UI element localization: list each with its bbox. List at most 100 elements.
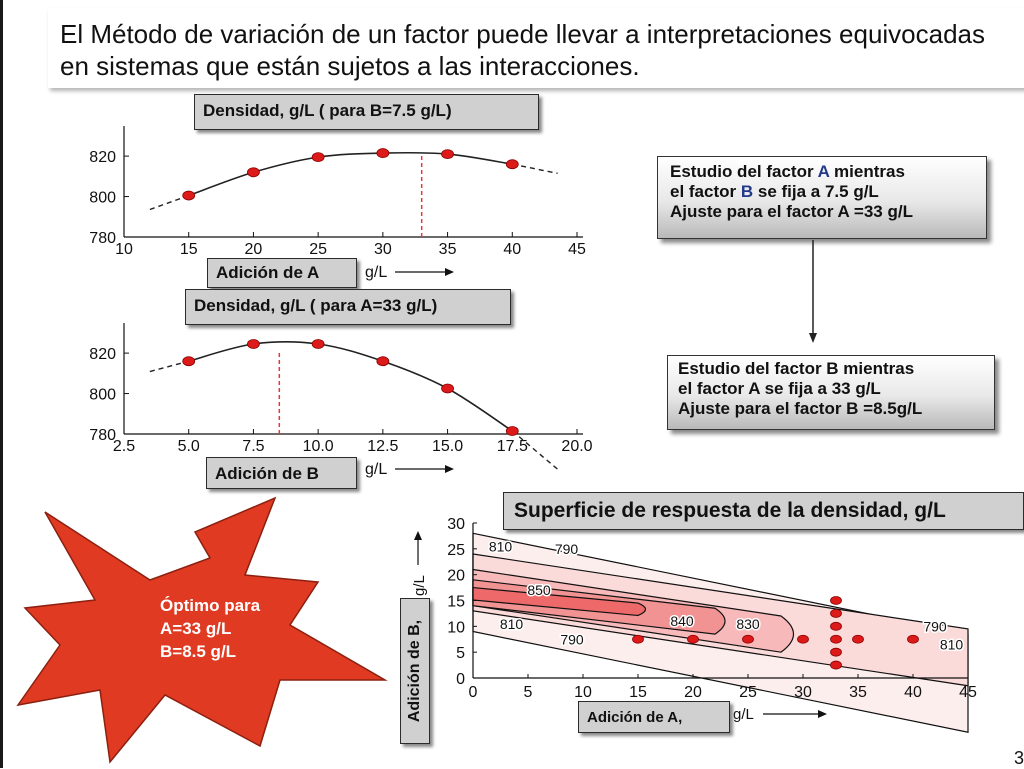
surface-contour-label: 850 [527, 582, 551, 598]
chart2-x-tick-label: 7.5 [242, 438, 264, 455]
chart2-y-tick-label: 820 [89, 346, 116, 363]
surface-data-point [830, 621, 842, 631]
chart2-y-tick-label: 780 [89, 427, 116, 444]
surface-data-point [687, 634, 699, 644]
chart2-x-unit-arrowhead [445, 465, 454, 473]
chart1-x-tick-label: 45 [568, 241, 586, 258]
factor-b-note: Estudio del factor B mientras el factor … [667, 355, 995, 430]
chart2-extension-left [149, 360, 189, 373]
surface-contour-label: 810 [489, 538, 513, 554]
surface-y-tick-label: 25 [447, 542, 465, 559]
factor-a-note-line-3: Ajuste para el factor A =33 g/L [670, 202, 913, 221]
chart2-data-point [247, 339, 260, 349]
slide-title: El Método de variación de un factor pued… [48, 8, 1024, 88]
surface-x-tick-label: 25 [739, 684, 757, 701]
factor-a-note-line-1: Estudio del factor A mientras [670, 162, 905, 181]
surface-x-unit-arrowhead [818, 710, 827, 718]
addition-b2-label: Adición de B, [400, 598, 430, 744]
chart2-data-point [311, 339, 325, 349]
chart2-x-tick-label: 20.0 [561, 438, 592, 455]
slide-left-border [0, 0, 3, 768]
chart1-x-tick-label: 10 [115, 241, 133, 258]
chart1-extension-left [149, 194, 189, 211]
surface-contour-label: 810 [500, 616, 524, 632]
chart2-x-tick-label: 17.5 [497, 438, 528, 455]
surface-x-tick-label: 45 [959, 684, 977, 701]
surface-y-tick-label: 15 [447, 594, 465, 611]
chart1-y-tick-label: 780 [89, 230, 116, 247]
addition-b-label: Adición de B [206, 457, 357, 489]
surface-x-tick-label: 0 [469, 684, 478, 701]
slide-number: 3 [1014, 748, 1024, 768]
title-line-1: El Método de variación de un factor pued… [60, 19, 986, 49]
density-a-label: Densidad, g/L ( para B=7.5 g/L) [194, 94, 539, 130]
surface-x-tick-label: 10 [574, 684, 592, 701]
chart1-y-tick-label: 800 [89, 190, 116, 207]
addition-b2-text: Adición de B, [406, 619, 423, 723]
surface-data-point [852, 634, 864, 644]
title-line-2: en sistemas que están sujetos a las inte… [60, 51, 640, 81]
chart1-x-tick-label: 25 [309, 241, 327, 258]
surface-contour-label: 830 [736, 616, 760, 632]
chart1-data-point [376, 148, 390, 158]
surface-x-tick-label: 5 [524, 684, 533, 701]
surface-data-point [907, 634, 919, 644]
surface-y-tick-label: 20 [447, 568, 465, 585]
surface-y-tick-label: 10 [447, 619, 465, 636]
surface-data-point [830, 634, 842, 644]
surface-x-tick-label: 20 [684, 684, 702, 701]
surface-y-unit: g/L [411, 575, 428, 596]
surface-y-tick-label: 0 [456, 671, 465, 688]
chart2-series-line [188, 341, 513, 432]
surface-title: Superficie de respuesta de la densidad, … [503, 492, 1024, 530]
surface-y-unit-arrowhead [414, 531, 422, 540]
chart1-x-tick-label: 20 [245, 241, 263, 258]
surface-x-tick-label: 30 [794, 684, 812, 701]
surface-x-unit: g/L [733, 706, 754, 723]
chart1-x-unit: g/L [365, 264, 387, 281]
factor-a-note: Estudio del factor A mientras el factor … [657, 156, 987, 239]
chart1-y-tick-label: 820 [89, 149, 116, 166]
chart2-x-tick-label: 12.5 [367, 438, 398, 455]
factor-b-note-line-3: Ajuste para el factor B =8.5g/L [678, 399, 923, 418]
surface-data-point [830, 647, 842, 657]
surface-data-point [742, 634, 754, 644]
density-b-label: Densidad, g/L ( para A=33 g/L) [185, 289, 511, 325]
chart1-x-tick-label: 30 [374, 241, 392, 258]
surface-contour-label: 790 [555, 541, 579, 557]
surface-data-point [830, 609, 842, 618]
chart2-data-point [441, 383, 454, 394]
surface-data-point [830, 660, 842, 670]
surface-y-tick-label: 30 [447, 516, 465, 533]
chart1-data-point [182, 190, 196, 201]
chart2-x-tick-label: 5.0 [178, 438, 200, 455]
chart1-x-tick-label: 40 [503, 241, 521, 258]
chart1-data-point [311, 152, 325, 163]
surface-x-tick-label: 40 [904, 684, 922, 701]
chart2-x-tick-label: 15.0 [432, 438, 463, 455]
chart2-x-tick-label: 10.0 [303, 438, 334, 455]
surface-x-tick-label: 35 [849, 684, 867, 701]
surface-contour-label: 840 [670, 613, 694, 629]
surface-contour-850 [472, 586, 647, 617]
chart2-data-point [182, 356, 196, 367]
surface-data-point [632, 634, 644, 644]
chart1-data-point [247, 167, 260, 178]
factor-b-note-line-1: Estudio del factor B mientras [678, 359, 915, 378]
addition-a-label: Adición de A [207, 258, 357, 288]
surface-x-tick-label: 15 [629, 684, 647, 701]
chart1-data-point [505, 159, 519, 170]
chart1-extension-right [512, 163, 558, 174]
chart1-data-point [441, 149, 454, 159]
chart1-series-line [188, 151, 513, 197]
chart1-x-unit-arrowhead [445, 268, 454, 276]
surface-contour-label: 810 [940, 636, 964, 652]
factor-b-note-line-2: el factor A se fija a 33 g/L [678, 379, 881, 398]
chart1-x-tick-label: 15 [180, 241, 198, 258]
chart1-x-tick-label: 35 [439, 241, 457, 258]
surface-y-tick-label: 5 [456, 645, 465, 662]
chart2-data-point [505, 426, 519, 436]
factor-a-note-line-2: el factor B se fija a 7.5 g/L [670, 182, 879, 201]
chart2-x-tick-label: 2.5 [113, 438, 135, 455]
